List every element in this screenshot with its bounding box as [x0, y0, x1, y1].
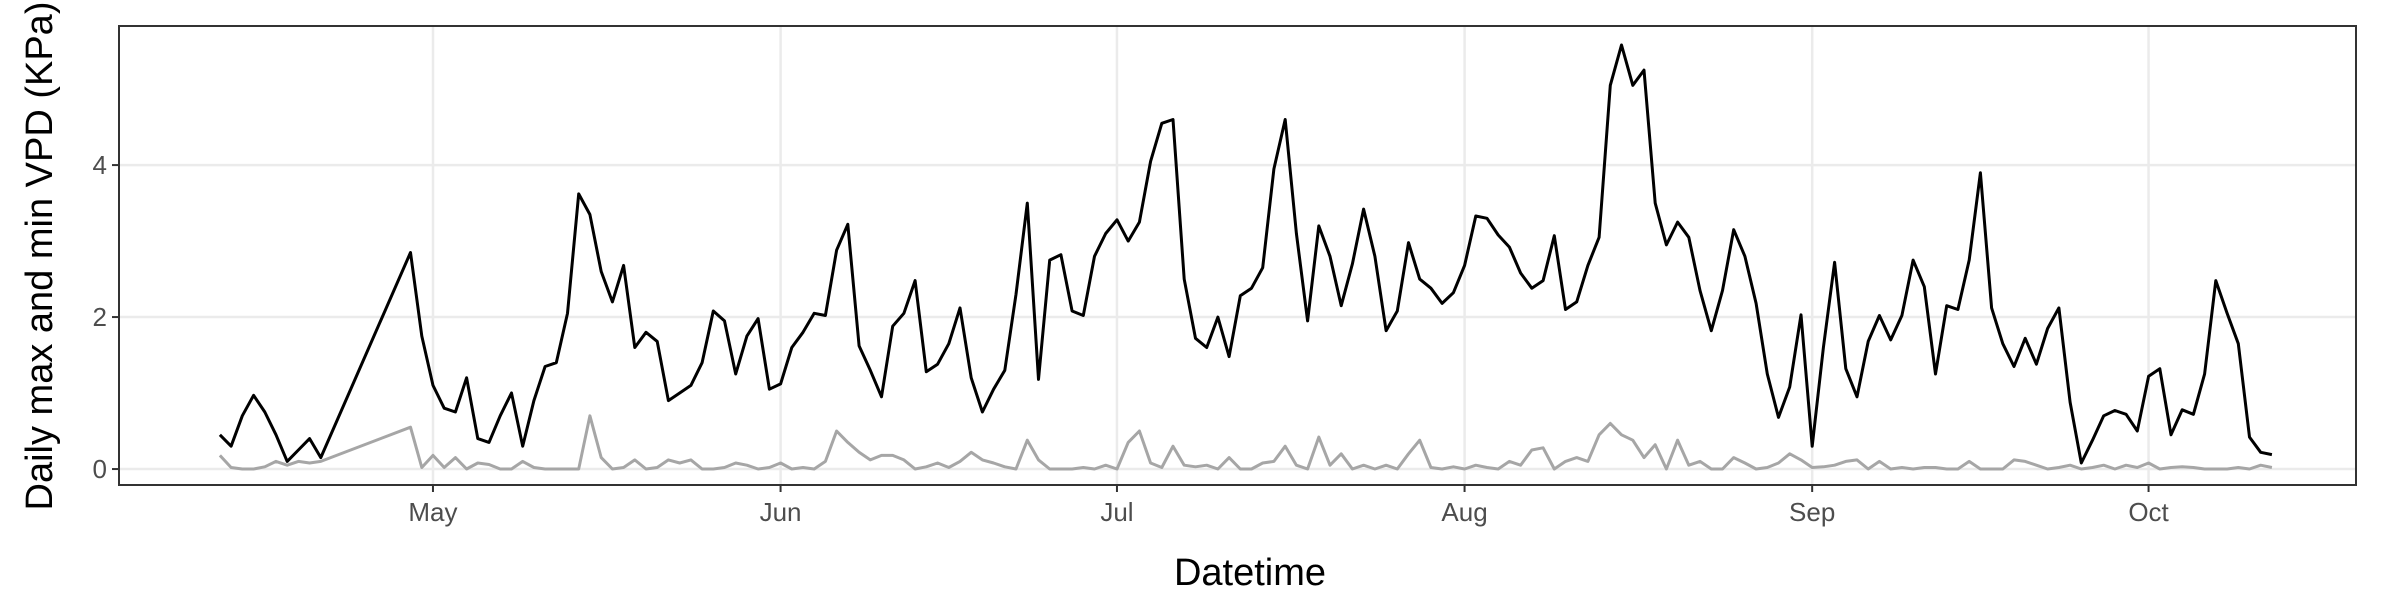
x-tick-label: Sep — [1789, 497, 1835, 527]
x-tick-label: May — [408, 497, 457, 527]
x-tick-label: Jul — [1100, 497, 1133, 527]
x-tick-label: Aug — [1441, 497, 1487, 527]
grid — [119, 26, 2356, 485]
data-line — [218, 414, 2273, 471]
x-tick-label: Oct — [2128, 497, 2169, 527]
x-tick-label: Jun — [760, 497, 802, 527]
x-axis-title: Datetime — [1174, 552, 1326, 594]
plot-border — [118, 25, 2357, 486]
y-axis-title: Daily max and min VPD (KPa) — [19, 2, 61, 511]
y-tick-label: 0 — [93, 454, 107, 484]
y-tick-label: 2 — [93, 302, 107, 332]
y-tick-label: 4 — [93, 150, 107, 180]
data-line — [218, 43, 2273, 465]
